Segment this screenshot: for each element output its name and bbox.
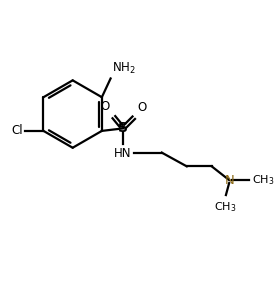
Text: N: N xyxy=(224,174,234,187)
Text: CH$_3$: CH$_3$ xyxy=(252,173,274,187)
Text: HN: HN xyxy=(114,147,132,160)
Text: O: O xyxy=(101,100,110,113)
Text: S: S xyxy=(118,122,128,135)
Text: NH$_2$: NH$_2$ xyxy=(112,61,136,77)
Text: Cl: Cl xyxy=(11,124,23,137)
Text: CH$_3$: CH$_3$ xyxy=(214,200,237,214)
Text: O: O xyxy=(137,101,147,114)
